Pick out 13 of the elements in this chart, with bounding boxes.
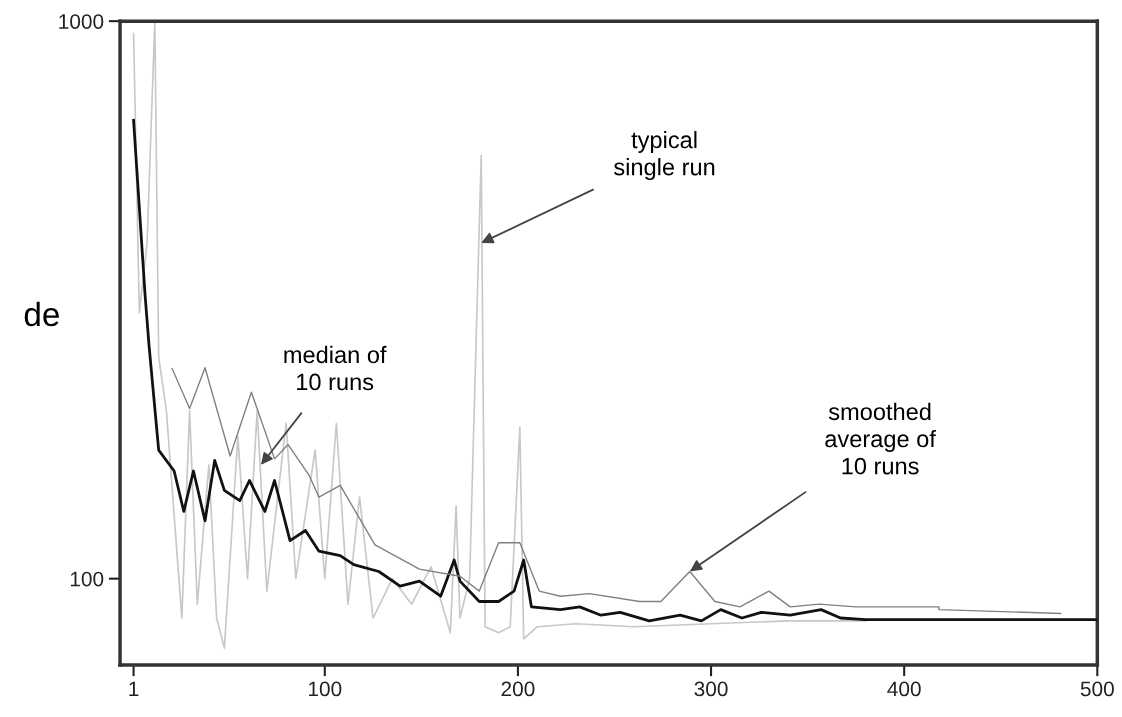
annotation: typical single run [614, 130, 715, 181]
x-tick-label: 300 [694, 681, 728, 697]
y-axis-title: de [24, 301, 59, 327]
annotation: smoothed average of 10 runs [825, 402, 936, 475]
line-series [171, 367, 1062, 615]
y-tick-label: 1000 [59, 14, 104, 29]
annotation: median of 10 runs [284, 345, 387, 391]
x-tick-label: 200 [501, 681, 535, 697]
x-tick-label: 400 [887, 681, 921, 697]
x-tick-label: 100 [308, 681, 342, 697]
x-tick-label: 500 [1080, 681, 1114, 697]
line-series [132, 118, 1098, 623]
x-tick-label: 1 [129, 681, 139, 697]
